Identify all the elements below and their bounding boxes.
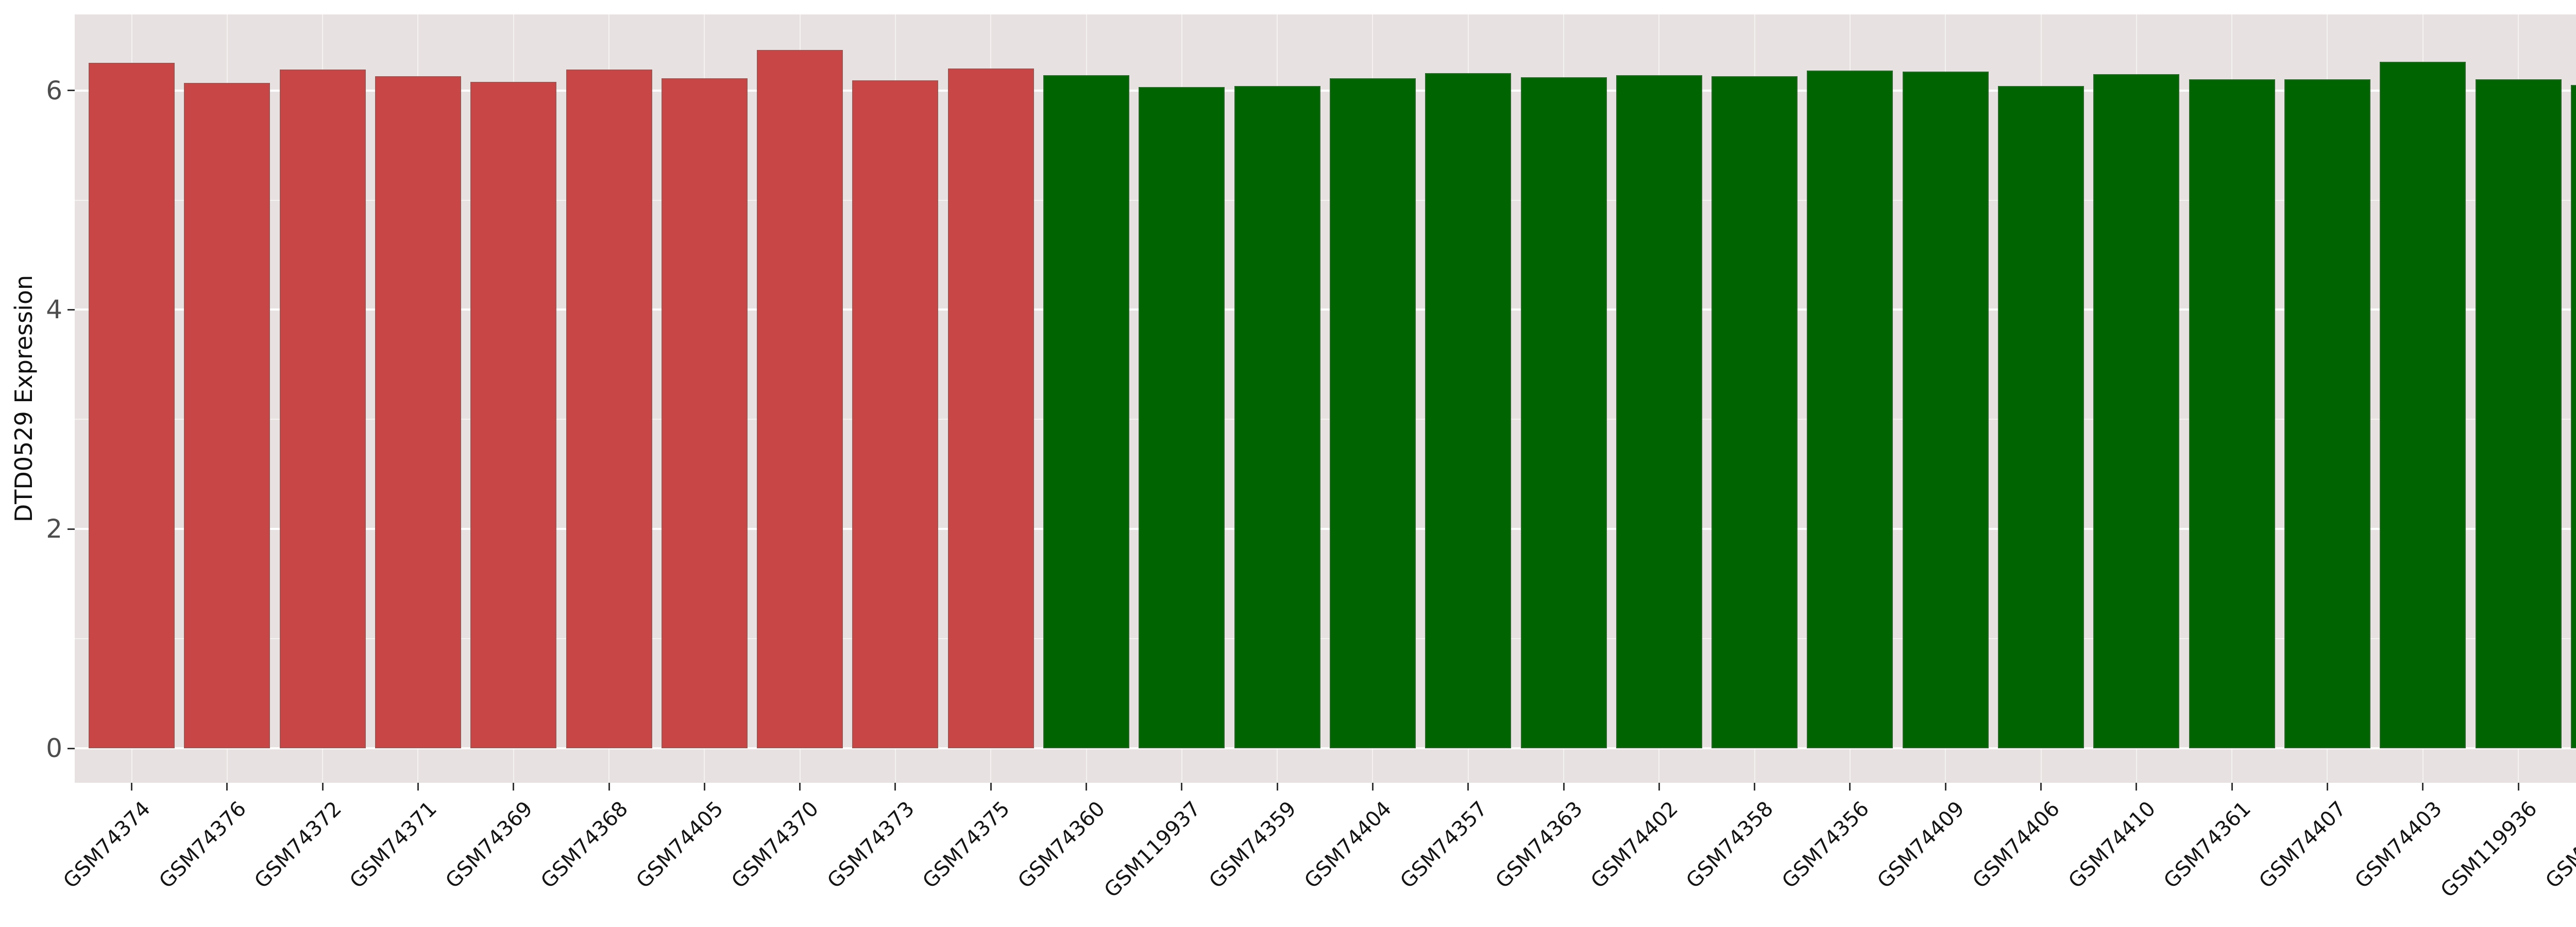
x-tick-mark <box>990 783 992 791</box>
major-gridline <box>75 89 2576 92</box>
x-tick-mark <box>799 783 801 791</box>
x-tick-label: GSM74357 <box>1395 797 1492 894</box>
x-tick-mark <box>1371 783 1374 791</box>
major-gridline <box>75 747 2576 749</box>
x-tick-mark <box>1181 783 1183 791</box>
bar <box>1329 78 1416 748</box>
x-tick-mark <box>2136 783 2138 791</box>
bar <box>279 70 366 748</box>
x-tick-mark <box>1944 783 1946 791</box>
y-tick-label: 2 <box>46 514 62 544</box>
y-tick-mark <box>67 308 75 311</box>
x-tick-label: GSM74362 <box>2541 797 2576 894</box>
x-tick-mark <box>608 783 610 791</box>
bar <box>757 49 843 748</box>
x-tick-mark <box>2326 783 2328 791</box>
bar <box>184 82 270 748</box>
bar <box>1807 71 1893 748</box>
x-tick-label: GSM119936 <box>2436 797 2542 903</box>
y-tick-label: 4 <box>46 295 62 325</box>
bar <box>2380 62 2466 748</box>
y-tick-mark <box>67 528 75 530</box>
x-tick-label: GSM74356 <box>1777 797 1874 894</box>
x-tick-label: GSM74360 <box>1013 797 1110 894</box>
x-tick-label: GSM74358 <box>1682 797 1778 894</box>
bar <box>1998 86 2084 748</box>
x-tick-label: GSM74359 <box>1205 797 1301 894</box>
x-tick-label: GSM74409 <box>1873 797 1970 894</box>
bar <box>89 63 175 748</box>
bar <box>2284 79 2370 748</box>
plot-panel <box>75 14 2576 783</box>
x-tick-mark <box>2517 783 2519 791</box>
bar <box>1425 73 1512 748</box>
x-tick-mark <box>513 783 515 791</box>
bar <box>1139 87 1225 748</box>
y-tick-mark <box>67 90 75 92</box>
x-tick-label: GSM74369 <box>440 797 537 894</box>
bar <box>1043 75 1129 748</box>
x-tick-mark <box>1754 783 1756 791</box>
bar <box>1902 72 1989 748</box>
bar <box>2475 79 2562 748</box>
x-tick-label: GSM74376 <box>154 797 251 894</box>
x-tick-mark <box>2040 783 2042 791</box>
x-tick-label: GSM74361 <box>2159 797 2256 894</box>
bar <box>1711 76 1798 748</box>
x-tick-label: GSM74373 <box>822 797 919 894</box>
x-tick-mark <box>703 783 705 791</box>
x-tick-label: GSM74402 <box>1586 797 1683 894</box>
x-tick-mark <box>1658 783 1660 791</box>
bar <box>1520 77 1607 748</box>
x-tick-label: GSM74406 <box>1968 797 2065 894</box>
x-tick-label: GSM74407 <box>2255 797 2351 894</box>
x-tick-label: GSM74368 <box>536 797 633 894</box>
minor-gridline <box>75 199 2576 201</box>
x-tick-mark <box>321 783 324 791</box>
y-tick-label: 0 <box>46 733 62 763</box>
bar <box>1234 86 1320 748</box>
bar <box>1616 75 1702 748</box>
x-tick-mark <box>2231 783 2233 791</box>
minor-gridline <box>75 419 2576 420</box>
x-tick-mark <box>417 783 419 791</box>
x-tick-label: GSM74405 <box>632 797 728 894</box>
major-gridline <box>75 528 2576 530</box>
bar <box>852 80 939 748</box>
bar <box>2189 79 2275 748</box>
bar <box>2570 84 2576 748</box>
x-tick-mark <box>131 783 132 791</box>
x-tick-mark <box>1467 783 1469 791</box>
bar <box>375 76 461 748</box>
x-tick-label: GSM74363 <box>1491 797 1587 894</box>
y-tick-mark <box>67 747 75 749</box>
x-tick-mark <box>1563 783 1565 791</box>
x-tick-mark <box>1849 783 1851 791</box>
x-tick-label: GSM74410 <box>2063 797 2160 894</box>
minor-gridline <box>75 638 2576 640</box>
x-tick-label: GSM74374 <box>59 797 156 894</box>
x-tick-label: GSM74404 <box>1300 797 1397 894</box>
bar <box>566 70 652 748</box>
x-tick-mark <box>1086 783 1087 791</box>
x-tick-label: GSM74375 <box>918 797 1015 894</box>
x-tick-mark <box>226 783 228 791</box>
x-tick-mark <box>894 783 896 791</box>
x-tick-label: GSM74403 <box>2350 797 2447 894</box>
x-tick-label: GSM119937 <box>1099 797 1206 903</box>
x-tick-label: GSM74370 <box>727 797 824 894</box>
x-tick-mark <box>1276 783 1278 791</box>
y-tick-label: 6 <box>46 75 62 106</box>
x-tick-label: GSM74371 <box>345 797 442 894</box>
bar <box>470 81 557 748</box>
x-tick-label: GSM74372 <box>250 797 346 894</box>
major-gridline <box>75 308 2576 311</box>
bar <box>947 68 1034 748</box>
x-tick-mark <box>2422 783 2424 791</box>
bar <box>661 78 748 748</box>
bar <box>2093 74 2180 748</box>
